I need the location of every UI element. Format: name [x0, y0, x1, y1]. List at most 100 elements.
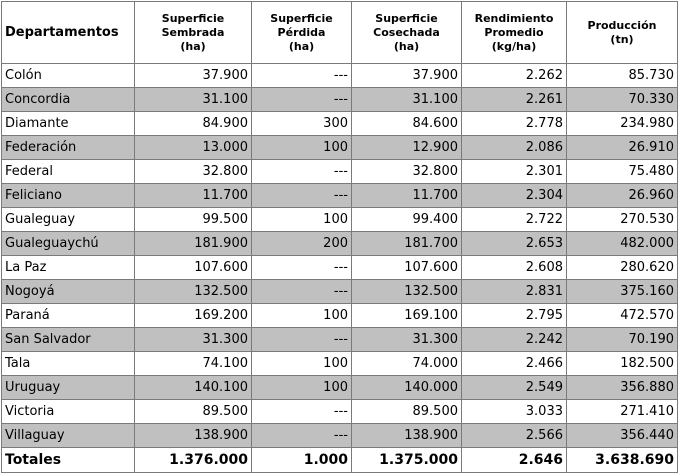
- value-cell: 107.600: [351, 255, 462, 280]
- totals-label: Totales: [1, 447, 135, 473]
- header-cell: Producción (tn): [566, 1, 678, 64]
- value-cell: ---: [251, 63, 352, 88]
- value-cell: 13.000: [134, 135, 252, 160]
- value-cell: ---: [251, 279, 352, 304]
- header-text: Producción: [587, 18, 657, 32]
- value-cell: 200: [251, 231, 352, 256]
- header-text: Superficie: [270, 11, 333, 25]
- value-cell: 85.730: [566, 63, 678, 88]
- value-cell: 100: [251, 351, 352, 376]
- totals-cell: 2.646: [461, 447, 567, 473]
- value-cell: 181.900: [134, 231, 252, 256]
- value-cell: 138.900: [351, 423, 462, 448]
- header-text: Departamentos: [5, 24, 119, 40]
- table-row: Feliciano 11.700 --- 11.700 2.304 26.960: [1, 183, 678, 208]
- value-cell: 2.831: [461, 279, 567, 304]
- department-cell: Federal: [1, 159, 135, 184]
- value-cell: 84.600: [351, 111, 462, 136]
- value-cell: 11.700: [351, 183, 462, 208]
- value-cell: 132.500: [351, 279, 462, 304]
- value-cell: 31.300: [134, 327, 252, 352]
- totals-row: Totales 1.376.000 1.000 1.375.000 2.646 3.638…: [1, 447, 678, 473]
- value-cell: 181.700: [351, 231, 462, 256]
- value-cell: 2.261: [461, 87, 567, 112]
- department-cell: Concordia: [1, 87, 135, 112]
- header-text: (ha): [393, 39, 420, 53]
- value-cell: 11.700: [134, 183, 252, 208]
- value-cell: 32.800: [134, 159, 252, 184]
- value-cell: 138.900: [134, 423, 252, 448]
- value-cell: 140.100: [134, 375, 252, 400]
- table-row: Paraná 169.200 100 169.100 2.795 472.570: [1, 303, 678, 328]
- value-cell: 300: [251, 111, 352, 136]
- totals-cell: 1.000: [251, 447, 352, 473]
- table-row: Concordia 31.100 --- 31.100 2.261 70.330: [1, 87, 678, 112]
- value-cell: 2.466: [461, 351, 567, 376]
- value-cell: 3.033: [461, 399, 567, 424]
- department-cell: Gualeguaychú: [1, 231, 135, 256]
- value-cell: 31.100: [134, 87, 252, 112]
- department-cell: Nogoyá: [1, 279, 135, 304]
- department-cell: Federación: [1, 135, 135, 160]
- value-cell: 70.190: [566, 327, 678, 352]
- value-cell: ---: [251, 255, 352, 280]
- value-cell: 100: [251, 207, 352, 232]
- value-cell: 2.304: [461, 183, 567, 208]
- totals-cell: 1.375.000: [351, 447, 462, 473]
- header-text: Rendimiento: [474, 11, 554, 25]
- value-cell: 375.160: [566, 279, 678, 304]
- totals-cell: 1.376.000: [134, 447, 252, 473]
- table-row: Gualeguay 99.500 100 99.400 2.722 270.530: [1, 207, 678, 232]
- department-cell: Colón: [1, 63, 135, 88]
- table-row: Uruguay 140.100 100 140.000 2.549 356.880: [1, 375, 678, 400]
- table-row: Victoria 89.500 --- 89.500 3.033 271.410: [1, 399, 678, 424]
- header-cell: Departamentos: [1, 1, 135, 64]
- header-text: Sembrada: [161, 25, 225, 39]
- table-row: Colón 37.900 --- 37.900 2.262 85.730: [1, 63, 678, 88]
- value-cell: 270.530: [566, 207, 678, 232]
- header-text: (tn): [610, 32, 634, 46]
- value-cell: 32.800: [351, 159, 462, 184]
- value-cell: ---: [251, 423, 352, 448]
- department-cell: Uruguay: [1, 375, 135, 400]
- table-row: Federal 32.800 --- 32.800 2.301 75.480: [1, 159, 678, 184]
- department-cell: Victoria: [1, 399, 135, 424]
- value-cell: 472.570: [566, 303, 678, 328]
- table-row: Tala 74.100 100 74.000 2.466 182.500: [1, 351, 678, 376]
- value-cell: 2.301: [461, 159, 567, 184]
- value-cell: 2.653: [461, 231, 567, 256]
- header-row: Departamentos Superficie Sembrada (ha) Super…: [1, 1, 678, 64]
- value-cell: ---: [251, 399, 352, 424]
- value-cell: 2.722: [461, 207, 567, 232]
- header-cell: Superficie Cosechada (ha): [351, 1, 462, 64]
- header-cell: Superficie Pérdida (ha): [251, 1, 352, 64]
- header-text: Pérdida: [277, 25, 326, 39]
- value-cell: 100: [251, 135, 352, 160]
- value-cell: 169.200: [134, 303, 252, 328]
- value-cell: 26.960: [566, 183, 678, 208]
- value-cell: 2.086: [461, 135, 567, 160]
- value-cell: 2.242: [461, 327, 567, 352]
- value-cell: 70.330: [566, 87, 678, 112]
- header-text: (ha): [180, 39, 206, 53]
- value-cell: 2.549: [461, 375, 567, 400]
- header-text: Superficie: [375, 11, 438, 25]
- table-row: San Salvador 31.300 --- 31.300 2.242 70.190: [1, 327, 678, 352]
- table-row: Federación 13.000 100 12.900 2.086 26.910: [1, 135, 678, 160]
- header-cell: Rendimiento Promedio (kg/ha): [461, 1, 567, 64]
- value-cell: ---: [251, 159, 352, 184]
- value-cell: 89.500: [351, 399, 462, 424]
- value-cell: 74.000: [351, 351, 462, 376]
- value-cell: 271.410: [566, 399, 678, 424]
- value-cell: 2.778: [461, 111, 567, 136]
- value-cell: 37.900: [351, 63, 462, 88]
- value-cell: 356.440: [566, 423, 678, 448]
- value-cell: 100: [251, 375, 352, 400]
- value-cell: 31.100: [351, 87, 462, 112]
- header-text: Cosechada: [373, 25, 440, 39]
- value-cell: 280.620: [566, 255, 678, 280]
- value-cell: 182.500: [566, 351, 678, 376]
- value-cell: 31.300: [351, 327, 462, 352]
